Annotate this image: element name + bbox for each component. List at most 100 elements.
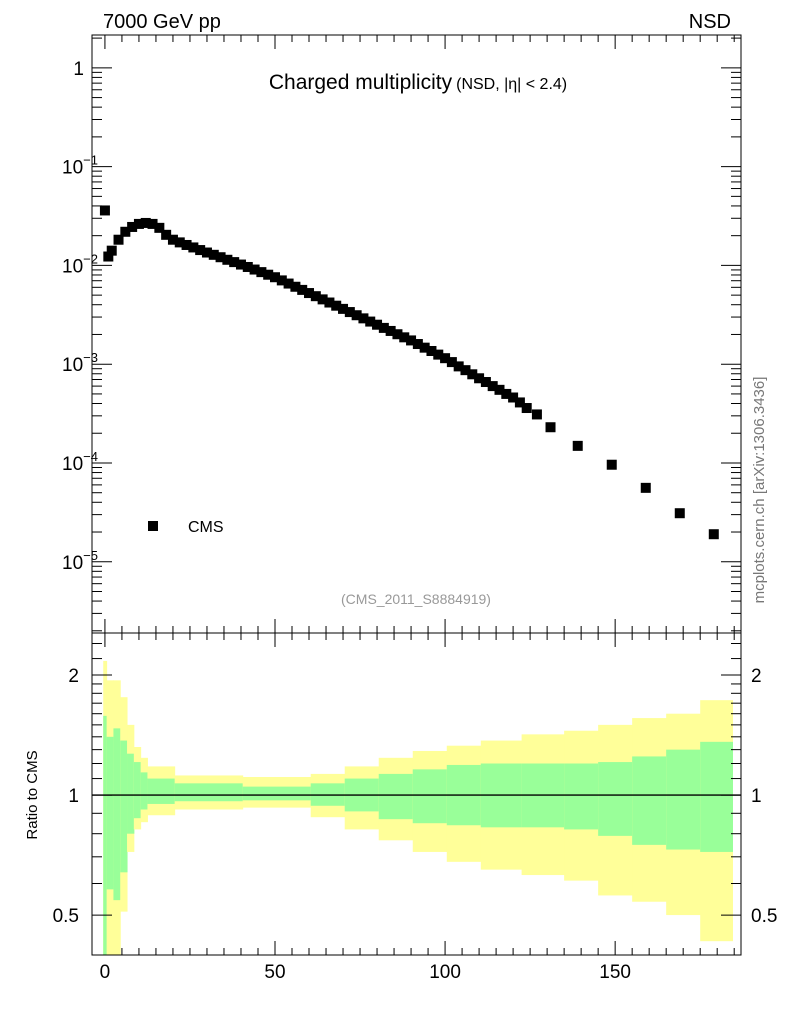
data-point [426,345,437,356]
data-point [113,234,124,245]
data-point [385,325,396,336]
inner-band-bin [113,728,121,901]
data-point [501,388,512,399]
data-point [310,291,321,302]
data-point [222,254,233,265]
data-point [460,365,471,376]
y-tick-exponent: −5 [83,548,98,563]
data-point [606,459,617,470]
x-tick-label: 150 [599,962,631,983]
data-point [188,242,199,253]
data-point [419,342,430,353]
inner-band-bin [598,762,633,836]
ratio-y-tick-label-left: 1 [68,786,79,807]
y-tick-base: 10 [62,553,83,574]
header-right: NSD [689,11,731,33]
data-point [242,261,253,272]
data-point [480,377,491,388]
data-point [106,245,117,256]
inner-band-bin [140,772,148,810]
data-point [276,275,287,286]
data-point [392,329,403,340]
data-point [215,252,226,263]
y-tick-base: 10 [62,256,83,277]
ratio-ylabel: Ratio to CMS [24,750,41,839]
data-point [351,310,362,321]
inner-band-bin [106,736,114,890]
data-point [181,239,192,250]
data-point [674,508,685,519]
plot-title-sub: (NSD, |η| < 2.4) [456,76,567,93]
inner-band-bin [133,762,142,819]
data-point [208,249,219,260]
y-tick-exponent: −3 [83,350,98,365]
inner-band-bin [564,763,599,830]
ratio-panel: 0 50 100 150 2 2 1 1 0.5 0.5 [53,632,777,983]
inner-band-bin [700,741,733,852]
data-point [487,381,498,392]
data-point [572,440,583,451]
data-point [147,218,158,229]
data-point [640,482,651,493]
data-point [167,234,178,245]
y-tick-exponent: −2 [83,251,98,266]
data-point [514,397,525,408]
inner-band-bin [103,715,108,955]
analysis-id: (CMS_2011_S8884919) [341,591,491,607]
data-point [467,369,478,380]
data-point [304,288,315,299]
inner-band-bin [378,773,414,820]
ratio-y-tick-label-left: 2 [68,666,79,687]
x-tick-label: 50 [264,962,285,983]
data-point [133,218,144,229]
data-point [324,297,335,308]
y-tick-base: 10 [62,454,83,475]
data-point [127,221,138,232]
legend-marker [148,521,158,531]
plot-title: Charged multiplicity (NSD, |η| < 2.4) [269,71,567,94]
ratio-y-tick-label-right: 0.5 [751,906,777,927]
y-tick-exponent: −1 [83,153,98,168]
data-point [372,319,383,330]
y-tick-label: 1 [73,59,84,80]
x-tick-label: 100 [429,962,461,983]
data-point [406,335,417,346]
y-tick-label: 10−2 [62,251,98,277]
inner-band-bin [666,749,701,850]
data-point [440,353,451,364]
data-point [235,259,246,270]
data-point [344,307,355,318]
data-point [708,529,719,540]
inner-band-bin [174,783,244,802]
data-point [508,392,519,403]
inner-band-bin [412,769,448,824]
data-point [338,303,349,314]
data-point [283,278,294,289]
data-point [446,357,457,368]
data-point [195,245,206,256]
data-point [263,269,274,280]
data-point [140,217,151,228]
y-tick-label: 10−3 [62,350,98,376]
main-panel: 110−110−210−310−410−5 [62,34,742,955]
data-point [331,300,342,311]
data-point [474,373,485,384]
ratio-y-tick-label-left: 0.5 [53,906,79,927]
ratio-y-tick-label-right: 1 [751,786,762,807]
data-point [256,267,267,278]
data-point [358,313,369,324]
y-tick-base: 10 [62,158,83,179]
data-point [229,257,240,268]
y-tick-label: 10−5 [62,548,98,574]
y-tick-base: 10 [62,355,83,376]
data-point [317,294,328,305]
data-point [531,409,542,420]
data-point [174,237,185,248]
data-point [399,332,410,343]
y-tick-base: 1 [73,59,84,80]
data-point [365,316,376,327]
data-point [545,422,556,433]
data-point [453,361,464,372]
data-point [494,384,505,395]
